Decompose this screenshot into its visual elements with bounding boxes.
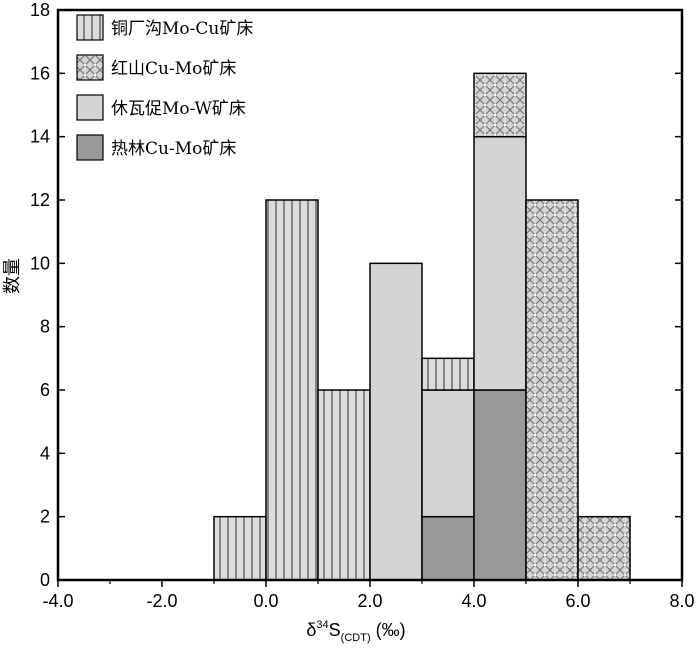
x-tick-label: -2.0 — [146, 591, 177, 611]
bar-segment-s3 — [421, 389, 475, 518]
x-tick-label: 6.0 — [565, 591, 590, 611]
x-axis-title-s: S — [329, 620, 341, 640]
x-tick-label: 0.0 — [253, 591, 278, 611]
legend-swatch-s2 — [76, 54, 104, 81]
bar-segment-s1 — [317, 389, 371, 581]
legend-label-s4: 热林Cu-Mo矿床 — [111, 139, 236, 159]
x-axis-title-delta: δ — [306, 620, 316, 640]
bar-segment-s1 — [421, 357, 475, 391]
bar-segment-s4 — [421, 515, 475, 581]
y-tick-label: 8 — [40, 317, 50, 337]
bar-segment-s1 — [213, 515, 267, 581]
y-tick-label: 4 — [40, 443, 50, 463]
axes-layer: 0 2 4 6 8 10 12 14 16 18 -4.0 -2.0 0.0 2.0 4.0 6.0 8.0 — [30, 0, 695, 611]
bar-segment-s2 — [577, 515, 631, 581]
y-tick-label: 12 — [30, 190, 50, 210]
y-tick-label: 18 — [30, 0, 50, 20]
bar-segment-s2 — [525, 199, 579, 581]
legend-swatch-s4 — [76, 134, 104, 161]
y-tick-label: 16 — [30, 63, 50, 83]
y-tick-label: 0 — [40, 570, 50, 590]
y-tick-label: 14 — [30, 127, 50, 147]
bars-layer — [213, 72, 631, 581]
x-tick-label: -4.0 — [42, 591, 73, 611]
x-tick-label: 4.0 — [461, 591, 486, 611]
x-tick-label: 2.0 — [357, 591, 382, 611]
x-axis-title-sub: (CDT) — [341, 632, 371, 644]
bar-segment-s3 — [369, 262, 423, 581]
y-tick-label: 2 — [40, 507, 50, 527]
y-tick-label: 10 — [30, 253, 50, 273]
x-axis-title-unit: (‰) — [371, 620, 406, 640]
legend-swatch-s1 — [76, 14, 104, 41]
legend-label-s2: 红山Cu-Mo矿床 — [111, 59, 236, 79]
bar-segment-s2 — [473, 72, 527, 138]
legend-label-s1: 铜厂沟Mo-Cu矿床 — [111, 19, 253, 39]
x-axis-title-sup: 34 — [316, 619, 328, 631]
x-tick-label: 8.0 — [669, 591, 694, 611]
x-axis-title: δ34S(CDT) (‰) — [306, 619, 405, 644]
y-tick-label: 6 — [40, 380, 50, 400]
y-axis-title: 数量 — [2, 258, 22, 294]
bar-segment-s1 — [265, 199, 319, 581]
bar-segment-s4 — [473, 389, 527, 581]
legend-swatch-s3 — [76, 94, 104, 121]
legend-label-s3: 休瓦促Mo-W矿床 — [111, 99, 246, 119]
bar-segment-s3 — [473, 135, 527, 391]
